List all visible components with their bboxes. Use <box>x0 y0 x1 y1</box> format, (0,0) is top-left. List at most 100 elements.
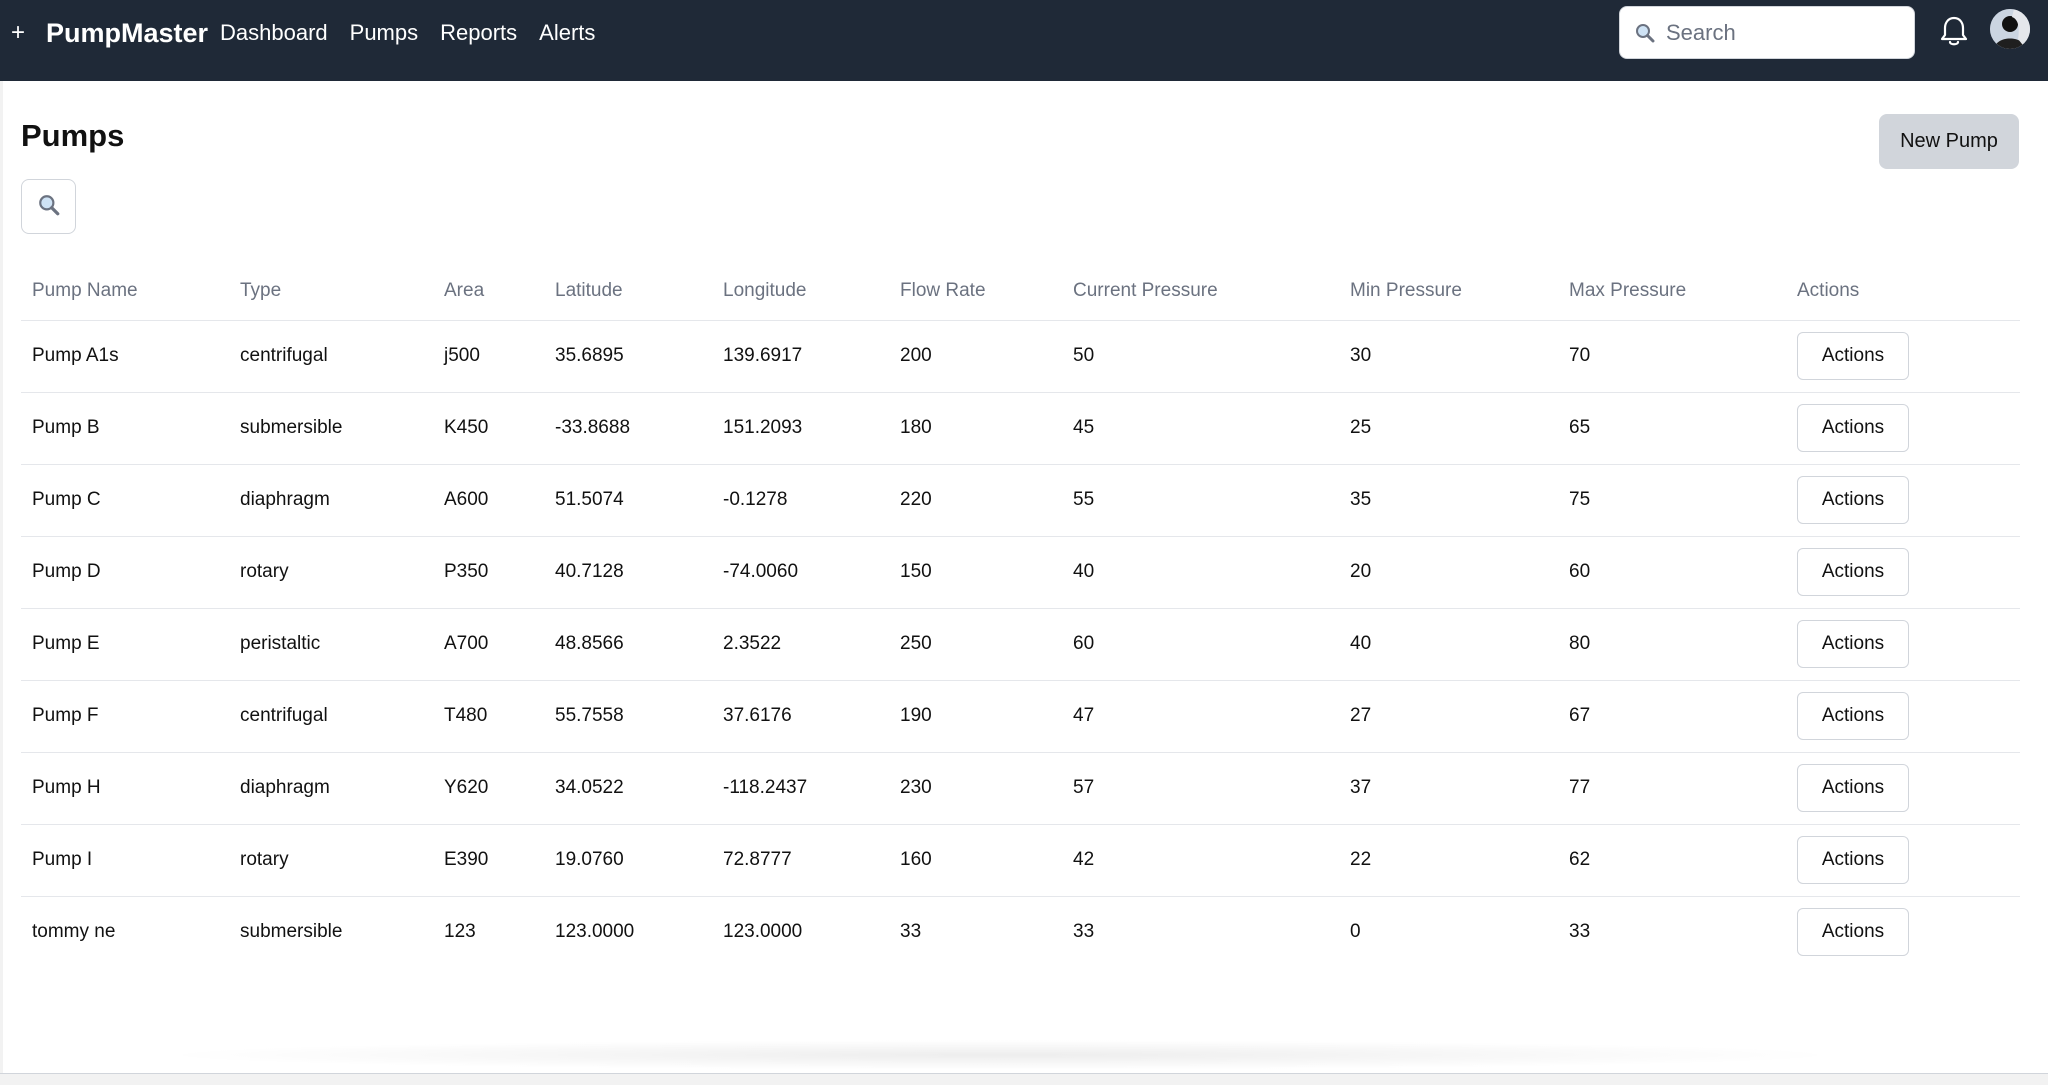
column-header[interactable]: Min Pressure <box>1339 262 1558 321</box>
column-header[interactable]: Current Pressure <box>1062 262 1339 321</box>
flow-rate-cell: 230 <box>889 752 1062 825</box>
pump-name-cell: Pump E <box>21 608 229 681</box>
search-input[interactable] <box>1666 19 1906 46</box>
actions-cell: Actions <box>1786 680 2020 753</box>
search-icon <box>1634 22 1656 44</box>
max-pressure-cell: 77 <box>1558 752 1786 825</box>
actions-cell: Actions <box>1786 392 2020 465</box>
main-nav: Dashboard Pumps Reports Alerts <box>220 18 617 48</box>
row-actions-button[interactable]: Actions <box>1797 692 1909 740</box>
pump-name-cell: Pump D <box>21 536 229 609</box>
column-header[interactable]: Flow Rate <box>889 262 1062 321</box>
table-header-row: Pump Name Type Area Latitude Longitude F… <box>21 262 2020 321</box>
flow-rate-cell: 250 <box>889 608 1062 681</box>
search-icon <box>37 193 61 220</box>
longitude-cell: 72.8777 <box>712 824 889 897</box>
top-navbar: + PumpMaster Dashboard Pumps Reports Ale… <box>0 0 2048 81</box>
brand-logo[interactable]: PumpMaster <box>46 18 209 48</box>
page-title: Pumps <box>21 118 125 153</box>
bottom-divider <box>0 1073 2048 1074</box>
area-cell: K450 <box>433 392 544 465</box>
current-pressure-cell: 42 <box>1062 824 1339 897</box>
type-cell: rotary <box>229 824 433 897</box>
flow-rate-cell: 150 <box>889 536 1062 609</box>
row-actions-button[interactable]: Actions <box>1797 404 1909 452</box>
nav-reports[interactable]: Reports <box>440 20 518 45</box>
pump-name-cell: Pump I <box>21 824 229 897</box>
bottom-shadow <box>150 1040 1850 1070</box>
column-header[interactable]: Type <box>229 262 433 321</box>
row-actions-button[interactable]: Actions <box>1797 476 1909 524</box>
current-pressure-cell: 55 <box>1062 464 1339 537</box>
nav-alerts[interactable]: Alerts <box>539 20 596 45</box>
longitude-cell: -0.1278 <box>712 464 889 537</box>
row-actions-button[interactable]: Actions <box>1797 548 1909 596</box>
nav-pumps[interactable]: Pumps <box>349 20 419 45</box>
flow-rate-cell: 220 <box>889 464 1062 537</box>
table-row[interactable]: tommy ne submersible 123 123.0000 123.0000 33… <box>21 896 2020 968</box>
type-cell: diaphragm <box>229 464 433 537</box>
area-cell: 123 <box>444 921 476 943</box>
flow-rate-cell: 180 <box>889 392 1062 465</box>
type-cell: submersible <box>240 921 343 943</box>
filter-search-button[interactable] <box>21 179 76 234</box>
user-avatar[interactable] <box>1990 9 2030 49</box>
min-pressure-cell: 25 <box>1339 392 1558 465</box>
type-cell: peristaltic <box>229 608 433 681</box>
flow-rate-cell: 160 <box>889 824 1062 897</box>
pump-name-cell: Pump F <box>21 680 229 753</box>
current-pressure-cell: 40 <box>1062 536 1339 609</box>
longitude-cell: 2.3522 <box>712 608 889 681</box>
row-actions-button[interactable]: Actions <box>1797 764 1909 812</box>
longitude-cell: 123.0000 <box>723 921 803 943</box>
row-actions-button[interactable]: Actions <box>1797 836 1909 884</box>
flow-rate-cell: 33 <box>900 921 922 943</box>
global-search[interactable] <box>1619 6 1915 59</box>
type-cell: centrifugal <box>229 320 433 393</box>
table-row[interactable]: Pump A1s centrifugal j500 35.6895 139.6917 20… <box>21 320 2020 393</box>
latitude-cell: 19.0760 <box>544 824 712 897</box>
max-pressure-cell: 67 <box>1558 680 1786 753</box>
longitude-cell: 151.2093 <box>712 392 889 465</box>
current-pressure-cell: 60 <box>1062 608 1339 681</box>
nav-dashboard[interactable]: Dashboard <box>220 20 328 45</box>
longitude-cell: -74.0060 <box>712 536 889 609</box>
row-actions-button[interactable]: Actions <box>1797 332 1909 380</box>
column-header[interactable]: Area <box>433 262 544 321</box>
pump-name-cell: tommy ne <box>32 921 116 943</box>
flow-rate-cell: 190 <box>889 680 1062 753</box>
latitude-cell: 123.0000 <box>555 921 635 943</box>
expand-plus-button[interactable]: + <box>10 19 25 46</box>
max-pressure-cell: 65 <box>1558 392 1786 465</box>
longitude-cell: -118.2437 <box>712 752 889 825</box>
bell-icon[interactable] <box>1938 14 1970 48</box>
min-pressure-cell: 37 <box>1339 752 1558 825</box>
type-cell: submersible <box>229 392 433 465</box>
area-cell: Y620 <box>433 752 544 825</box>
area-cell: A700 <box>433 608 544 681</box>
column-header[interactable]: Latitude <box>544 262 712 321</box>
column-header[interactable]: Max Pressure <box>1558 262 1786 321</box>
min-pressure-cell: 35 <box>1339 464 1558 537</box>
max-pressure-cell: 70 <box>1558 320 1786 393</box>
new-pump-button[interactable]: New Pump <box>1879 114 2019 169</box>
column-header[interactable]: Longitude <box>712 262 889 321</box>
row-actions-button[interactable]: Actions <box>1797 908 1909 957</box>
row-actions-button[interactable]: Actions <box>1797 620 1909 668</box>
pump-name-cell: Pump C <box>21 464 229 537</box>
column-header: Actions <box>1786 262 2020 321</box>
latitude-cell: -33.8688 <box>544 392 712 465</box>
column-header[interactable]: Pump Name <box>21 262 229 321</box>
pump-name-cell: Pump B <box>21 392 229 465</box>
latitude-cell: 48.8566 <box>544 608 712 681</box>
actions-cell: Actions <box>1786 752 2020 825</box>
max-pressure-cell: 33 <box>1569 921 1591 943</box>
current-pressure-cell: 33 <box>1073 921 1095 943</box>
